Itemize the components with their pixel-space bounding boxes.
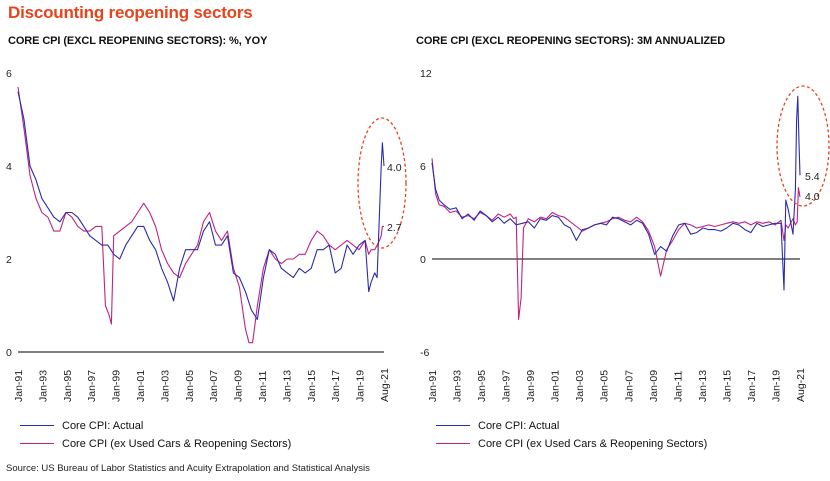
left-xtick-label: Jan-93	[37, 370, 49, 402]
left-data-label: 4.0	[387, 162, 402, 174]
left-xtick-label: Jan-15	[306, 370, 318, 402]
left-xtick-label: Jan-07	[208, 370, 220, 402]
right-xtick-label: Jan-99	[525, 370, 537, 402]
left-ytick-label: 4	[6, 161, 12, 173]
left-xtick-label: Jan-91	[13, 370, 25, 402]
legend-item-actual: Core CPI: Actual	[436, 417, 707, 435]
legend-swatch-ex-used	[436, 443, 470, 444]
left-xtick-label: Jan-97	[86, 370, 98, 402]
left-highlight-ellipse	[357, 117, 407, 249]
left-data-label: 2.7	[387, 222, 402, 234]
right-data-label: 4.0	[805, 191, 820, 203]
legend-swatch-actual	[436, 425, 470, 426]
right-xtick-label: Jan-05	[599, 370, 611, 402]
legend-item-ex-used: Core CPI (ex Used Cars & Reopening Secto…	[20, 435, 291, 453]
right-xtick-label: Jan-07	[623, 370, 635, 402]
left-xtick-label: Aug-21	[379, 368, 391, 402]
page-title: Discounting reopening sectors	[8, 3, 253, 22]
legend-swatch-ex-used	[20, 443, 54, 444]
right-xtick-label: Jan-15	[721, 370, 733, 402]
left-series-line-ex-used	[17, 86, 384, 344]
left-chart-title: CORE CPI (EXCL REOPENING SECTORS): %, YO…	[8, 35, 268, 47]
legend-label-actual: Core CPI: Actual	[62, 420, 144, 432]
right-ytick-label: 6	[420, 161, 426, 173]
left-ytick-label: 0	[6, 347, 12, 359]
right-series-line-actual	[431, 95, 801, 291]
right-ytick-label: 0	[420, 254, 426, 266]
source-note: Source: US Bureau of Labor Statistics an…	[6, 463, 370, 474]
right-xtick-label: Jan-93	[452, 370, 464, 402]
right-legend: Core CPI: Actual Core CPI (ex Used Cars …	[436, 417, 707, 453]
left-xtick-label: Jan-01	[135, 370, 147, 402]
left-xtick-label: Jan-09	[233, 370, 245, 402]
right-xtick-label: Jan-95	[476, 370, 488, 402]
right-highlight-ellipse	[776, 85, 830, 207]
left-series-line-actual	[17, 91, 385, 320]
left-xtick-label: Jan-99	[111, 370, 123, 402]
right-xtick-label: Jan-01	[550, 370, 562, 402]
left-xtick-label: Jan-11	[257, 371, 269, 402]
right-ytick-label: -6	[420, 347, 429, 359]
legend-label-actual: Core CPI: Actual	[478, 420, 560, 432]
legend-label-ex-used: Core CPI (ex Used Cars & Reopening Secto…	[478, 438, 708, 450]
left-ytick-label: 2	[6, 254, 12, 266]
left-xtick-label: Jan-05	[184, 370, 196, 402]
left-xtick-label: Jan-19	[355, 370, 367, 402]
left-xtick-label: Jan-13	[281, 370, 293, 402]
legend-item-ex-used: Core CPI (ex Used Cars & Reopening Secto…	[436, 435, 707, 453]
legend-label-ex-used: Core CPI (ex Used Cars & Reopening Secto…	[62, 438, 292, 450]
right-xtick-label: Jan-19	[770, 370, 782, 402]
right-xtick-label: Jan-13	[697, 370, 709, 402]
right-xtick-label: Jan-03	[574, 370, 586, 402]
right-xtick-label: Jan-97	[501, 370, 513, 402]
right-xtick-label: Aug-21	[795, 368, 807, 402]
right-chart-title: CORE CPI (EXCL REOPENING SECTORS): 3M AN…	[416, 35, 726, 47]
right-data-label: 5.4	[805, 171, 820, 183]
left-xtick-label: Jan-17	[330, 370, 342, 402]
right-xtick-label: Jan-09	[648, 370, 660, 402]
legend-item-actual: Core CPI: Actual	[20, 417, 291, 435]
left-xtick-label: Jan-95	[62, 370, 74, 402]
left-xtick-label: Jan-03	[159, 370, 171, 402]
right-ytick-label: 12	[420, 68, 432, 80]
right-xtick-label: Jan-17	[746, 370, 758, 402]
right-xtick-label: Jan-11	[672, 371, 684, 402]
right-xtick-label: Jan-91	[427, 370, 439, 402]
right-series-line-ex-used	[431, 158, 801, 320]
left-legend: Core CPI: Actual Core CPI (ex Used Cars …	[20, 417, 291, 453]
legend-swatch-actual	[20, 425, 54, 426]
left-ytick-label: 6	[6, 68, 12, 80]
